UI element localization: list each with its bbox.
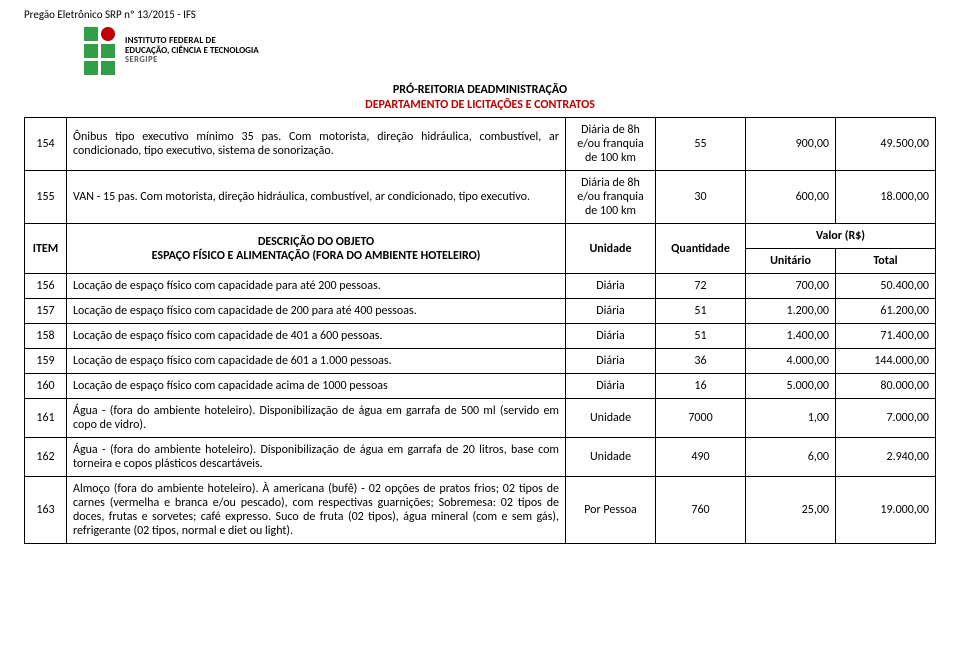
- table-row: 163Almoço (fora do ambiente hoteleiro). …: [25, 477, 936, 544]
- cell-valor-unitario: 4.000,00: [746, 349, 836, 374]
- cell-description: Ônibus tipo executivo mínimo 35 pas. Com…: [67, 118, 566, 171]
- table-row: 158Locação de espaço físico com capacida…: [25, 324, 936, 349]
- cell-valor-unitario: 1.200,00: [746, 299, 836, 324]
- cell-unidade: Diária: [566, 324, 656, 349]
- table-row: 155VAN - 15 pas. Com motorista, direção …: [25, 171, 936, 224]
- cell-item-number: 158: [25, 324, 67, 349]
- document-titles: PRÓ-REITORIA DEADMINISTRAÇÃO DEPARTAMENT…: [24, 83, 936, 113]
- cell-unidade: Diária: [566, 274, 656, 299]
- cell-item-number: 154: [25, 118, 67, 171]
- logo-square: [101, 61, 115, 75]
- cell-item-number: 163: [25, 477, 67, 544]
- cell-quantidade: 55: [656, 118, 746, 171]
- header-quantidade: Quantidade: [656, 224, 746, 274]
- cell-description: Locação de espaço físico com capacidade …: [67, 349, 566, 374]
- cell-description: Água - (fora do ambiente hoteleiro). Dis…: [67, 399, 566, 438]
- cell-item-number: 156: [25, 274, 67, 299]
- items-table: 154Ônibus tipo executivo mínimo 35 pas. …: [24, 117, 936, 544]
- cell-valor-total: 61.200,00: [836, 299, 936, 324]
- cell-quantidade: 36: [656, 349, 746, 374]
- cell-unidade: Unidade: [566, 438, 656, 477]
- header-description: DESCRIÇÃO DO OBJETO ESPAÇO FÍSICO E ALIM…: [67, 224, 566, 274]
- cell-unidade: Por Pessoa: [566, 477, 656, 544]
- table-row: 160Locação de espaço físico com capacida…: [25, 374, 936, 399]
- cell-item-number: 160: [25, 374, 67, 399]
- cell-valor-total: 18.000,00: [836, 171, 936, 224]
- table-row: 157Locação de espaço físico com capacida…: [25, 299, 936, 324]
- cell-quantidade: 7000: [656, 399, 746, 438]
- header-item: ITEM: [25, 224, 67, 274]
- header-total: Total: [836, 249, 936, 274]
- cell-valor-total: 2.940,00: [836, 438, 936, 477]
- cell-valor-unitario: 1,00: [746, 399, 836, 438]
- cell-valor-total: 144.000,00: [836, 349, 936, 374]
- header-valor: Valor (R$): [746, 224, 936, 249]
- logo-square: [84, 27, 98, 41]
- cell-description: Água - (fora do ambiente hoteleiro). Dis…: [67, 438, 566, 477]
- logo-text-sergipe: SERGIPE: [125, 56, 259, 66]
- cell-item-number: 155: [25, 171, 67, 224]
- cell-item-number: 159: [25, 349, 67, 374]
- title-line-1: PRÓ-REITORIA DEADMINISTRAÇÃO: [24, 83, 936, 98]
- cell-unidade: Unidade: [566, 399, 656, 438]
- cell-valor-unitario: 1.400,00: [746, 324, 836, 349]
- cell-unidade: Diária: [566, 349, 656, 374]
- cell-quantidade: 30: [656, 171, 746, 224]
- cell-unidade: Diária de 8h e/ou franquia de 100 km: [566, 118, 656, 171]
- cell-description: Almoço (fora do ambiente hoteleiro). À a…: [67, 477, 566, 544]
- table-row: 162Água - (fora do ambiente hoteleiro). …: [25, 438, 936, 477]
- page-header: Pregão Eletrônico SRP nº 13/2015 - IFS: [24, 8, 936, 21]
- cell-quantidade: 51: [656, 324, 746, 349]
- cell-description: Locação de espaço físico com capacidade …: [67, 324, 566, 349]
- cell-valor-unitario: 5.000,00: [746, 374, 836, 399]
- table-row: 154Ônibus tipo executivo mínimo 35 pas. …: [25, 118, 936, 171]
- cell-item-number: 162: [25, 438, 67, 477]
- cell-unidade: Diária de 8h e/ou franquia de 100 km: [566, 171, 656, 224]
- title-line-2: DEPARTAMENTO DE LICITAÇÕES E CONTRATOS: [24, 98, 936, 113]
- cell-description: Locação de espaço físico com capacidade …: [67, 299, 566, 324]
- cell-unidade: Diária: [566, 299, 656, 324]
- cell-description: Locação de espaço físico com capacidade …: [67, 374, 566, 399]
- logo-squares-icon: [84, 27, 115, 75]
- logo-square: [84, 61, 98, 75]
- cell-valor-unitario: 600,00: [746, 171, 836, 224]
- table-row: 159Locação de espaço físico com capacida…: [25, 349, 936, 374]
- cell-valor-unitario: 6,00: [746, 438, 836, 477]
- table-header-row: ITEM DESCRIÇÃO DO OBJETO ESPAÇO FÍSICO E…: [25, 224, 936, 249]
- cell-unidade: Diária: [566, 374, 656, 399]
- cell-item-number: 161: [25, 399, 67, 438]
- cell-description: VAN - 15 pas. Com motorista, direção hid…: [67, 171, 566, 224]
- cell-quantidade: 51: [656, 299, 746, 324]
- cell-valor-unitario: 700,00: [746, 274, 836, 299]
- cell-valor-total: 80.000,00: [836, 374, 936, 399]
- cell-description: Locação de espaço físico com capacidade …: [67, 274, 566, 299]
- cell-item-number: 157: [25, 299, 67, 324]
- table-row: 161Água - (fora do ambiente hoteleiro). …: [25, 399, 936, 438]
- cell-valor-total: 19.000,00: [836, 477, 936, 544]
- cell-valor-unitario: 900,00: [746, 118, 836, 171]
- logo-text: INSTITUTO FEDERAL DE EDUCAÇÃO, CIÊNCIA E…: [125, 36, 259, 66]
- header-desc-top: DESCRIÇÃO DO OBJETO: [73, 235, 559, 249]
- cell-valor-total: 7.000,00: [836, 399, 936, 438]
- header-unidade: Unidade: [566, 224, 656, 274]
- header-unitario: Unitário: [746, 249, 836, 274]
- cell-valor-total: 49.500,00: [836, 118, 936, 171]
- cell-quantidade: 72: [656, 274, 746, 299]
- logo-square: [84, 44, 98, 58]
- logo-square: [101, 44, 115, 58]
- institution-logo: INSTITUTO FEDERAL DE EDUCAÇÃO, CIÊNCIA E…: [84, 27, 936, 75]
- cell-valor-total: 50.400,00: [836, 274, 936, 299]
- table-row: 156Locação de espaço físico com capacida…: [25, 274, 936, 299]
- cell-valor-total: 71.400,00: [836, 324, 936, 349]
- cell-quantidade: 760: [656, 477, 746, 544]
- cell-valor-unitario: 25,00: [746, 477, 836, 544]
- cell-quantidade: 490: [656, 438, 746, 477]
- logo-square: [101, 27, 115, 41]
- cell-quantidade: 16: [656, 374, 746, 399]
- header-desc-bottom: ESPAÇO FÍSICO E ALIMENTAÇÃO (FORA DO AMB…: [73, 249, 559, 263]
